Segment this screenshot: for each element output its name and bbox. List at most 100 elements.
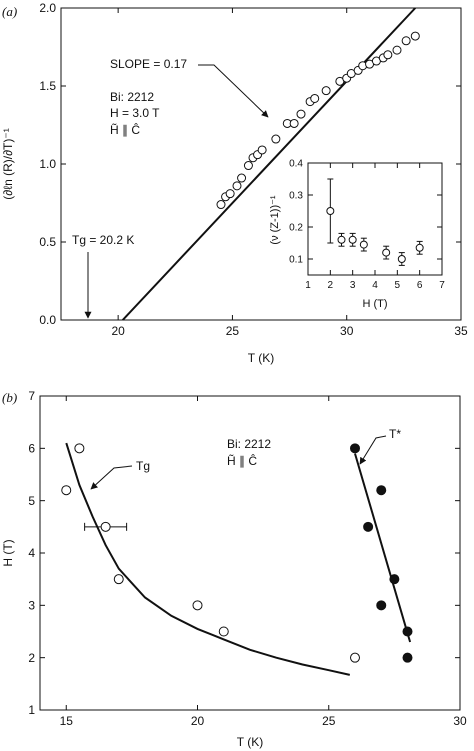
inset-ytick-label: 0.3 — [289, 191, 303, 202]
panel-b-y-axis: 1 2 3 4 5 6 7 — [28, 389, 460, 717]
inset-points — [326, 178, 424, 266]
inset-point — [337, 235, 346, 244]
tg-annotation: Tg = 20.2 K — [72, 233, 134, 247]
panel-a-ytick-label: 0.0 — [39, 313, 56, 327]
panel-a: (a) 20 25 30 35 0.00.51.01.52.0 T (K) (∂ℓn … — [1, 1, 468, 365]
data-point — [289, 118, 299, 128]
inset-xlabel: H (T) — [362, 298, 387, 310]
inset-xtick-label: 7 — [439, 280, 445, 291]
inset-point — [359, 240, 368, 249]
panel-a-ylabel: (∂ℓn (R)/∂T)⁻¹ — [1, 128, 15, 199]
inset-ytick-label: 0.1 — [289, 255, 303, 266]
panel-b-ytick-label: 1 — [28, 703, 35, 717]
panel-b-ytick-label: 6 — [28, 442, 35, 456]
inset-xtick-label: 6 — [417, 280, 423, 291]
data-point — [243, 161, 253, 171]
data-point — [401, 36, 411, 46]
inset-point — [382, 248, 391, 257]
data-point — [271, 134, 281, 144]
fit-line — [121, 7, 417, 321]
tstar-point — [402, 652, 413, 663]
inset-point — [415, 243, 424, 252]
inset-chart: 1 2 3 4 5 6 7 0.1 0.2 0.3 0.4 H (T) (ν (Z-1))⁻¹ — [269, 159, 445, 311]
inset-xtick-label: 2 — [328, 280, 334, 291]
panel-a-points — [216, 31, 420, 210]
tg-curve-arrow — [90, 465, 133, 490]
tg-point — [74, 443, 85, 454]
panel-a-x-axis: 20 25 30 35 — [111, 8, 468, 338]
tstar-arrow — [359, 435, 387, 465]
tg-point — [350, 652, 360, 663]
panel-a-ytick-label: 1.5 — [39, 79, 56, 93]
panel-a-y-axis: 0.0 0.5 1.0 1.5 2.0 — [39, 1, 461, 327]
slope-arrow — [198, 64, 269, 118]
tg-point — [218, 626, 229, 637]
panel-b-ytick-label: 7 — [28, 389, 35, 403]
inset-frame — [307, 162, 443, 276]
data-point — [310, 93, 320, 103]
slope-annotation: SLOPE = 0.17 — [110, 57, 187, 71]
data-point — [410, 31, 420, 41]
tstar-point — [376, 485, 387, 496]
panel-a-label: (a) — [2, 4, 17, 19]
data-point — [216, 200, 226, 210]
panel-b-ytick-label: 3 — [28, 599, 35, 613]
panel-b-sample: Bi: 2212 — [227, 437, 271, 451]
tg-point — [100, 521, 111, 532]
panel-b-ytick-label: 2 — [28, 651, 35, 665]
inset-ytick-label: 0.4 — [289, 159, 303, 170]
panel-a-field: H = 3.0 T — [110, 106, 160, 120]
inset-point — [397, 255, 406, 263]
panel-b-xtick-label: 20 — [191, 714, 205, 728]
panel-a-xtick-label: 35 — [454, 324, 468, 338]
panel-a-ytick-label: 1.0 — [39, 157, 56, 171]
inset-y-axis: 0.1 0.2 0.3 0.4 — [289, 159, 442, 266]
panel-b: (b) 15 20 25 30 1 2 3 4 5 6 7 T (K) H (T) Bi: 221… — [1, 389, 467, 749]
data-point — [257, 145, 267, 155]
inset-xtick-label: 3 — [350, 280, 356, 291]
panel-b-fit-lines — [65, 442, 412, 676]
panel-b-ytick-label: 4 — [28, 546, 35, 560]
tstar-point — [402, 626, 413, 637]
tstar-fit-line — [354, 453, 412, 643]
tg-point — [61, 485, 72, 496]
panel-a-xlabel: T (K) — [248, 351, 274, 365]
inset-point — [326, 207, 335, 215]
inset-xtick-label: 1 — [305, 280, 311, 291]
panel-b-xtick-label: 15 — [60, 714, 74, 728]
inset-ytick-label: 0.2 — [289, 223, 303, 234]
data-point — [237, 173, 247, 183]
data-point — [392, 45, 402, 55]
panel-a-xtick-label: 25 — [226, 324, 240, 338]
panel-b-ytick-label: 5 — [28, 494, 35, 508]
panel-a-xtick-label: 30 — [340, 324, 354, 338]
panel-b-xtick-label: 30 — [453, 714, 467, 728]
tstar-point — [363, 521, 374, 532]
tg-point — [192, 600, 203, 611]
data-point — [321, 86, 331, 96]
data-point — [296, 109, 306, 119]
tstar-point — [376, 600, 387, 611]
tg-point — [113, 574, 124, 585]
inset-ylabel: (ν (Z-1))⁻¹ — [269, 195, 281, 245]
tg-curve-label: Tg — [136, 459, 150, 473]
panel-b-x-axis: 15 20 25 30 — [60, 396, 467, 728]
data-point — [225, 189, 235, 199]
panel-b-ylabel: H (T) — [1, 539, 15, 566]
panel-b-label: (b) — [2, 390, 17, 405]
panel-b-points — [61, 443, 413, 663]
panel-a-orientation: H̃ ∥ Ĉ — [110, 122, 140, 137]
panel-b-orientation: H̃ ∥ Ĉ — [227, 453, 257, 468]
tstar-point — [350, 443, 360, 454]
panel-a-sample: Bi: 2212 — [110, 90, 154, 104]
panel-b-xlabel: T (K) — [237, 735, 263, 749]
inset-point — [348, 235, 357, 244]
inset-xtick-label: 5 — [395, 280, 401, 291]
data-point — [383, 50, 393, 60]
panel-a-xtick-label: 20 — [111, 324, 125, 338]
panel-a-fit-line — [121, 7, 417, 321]
tstar-point — [389, 574, 400, 585]
inset-xtick-label: 4 — [372, 280, 378, 291]
data-point — [232, 181, 242, 191]
